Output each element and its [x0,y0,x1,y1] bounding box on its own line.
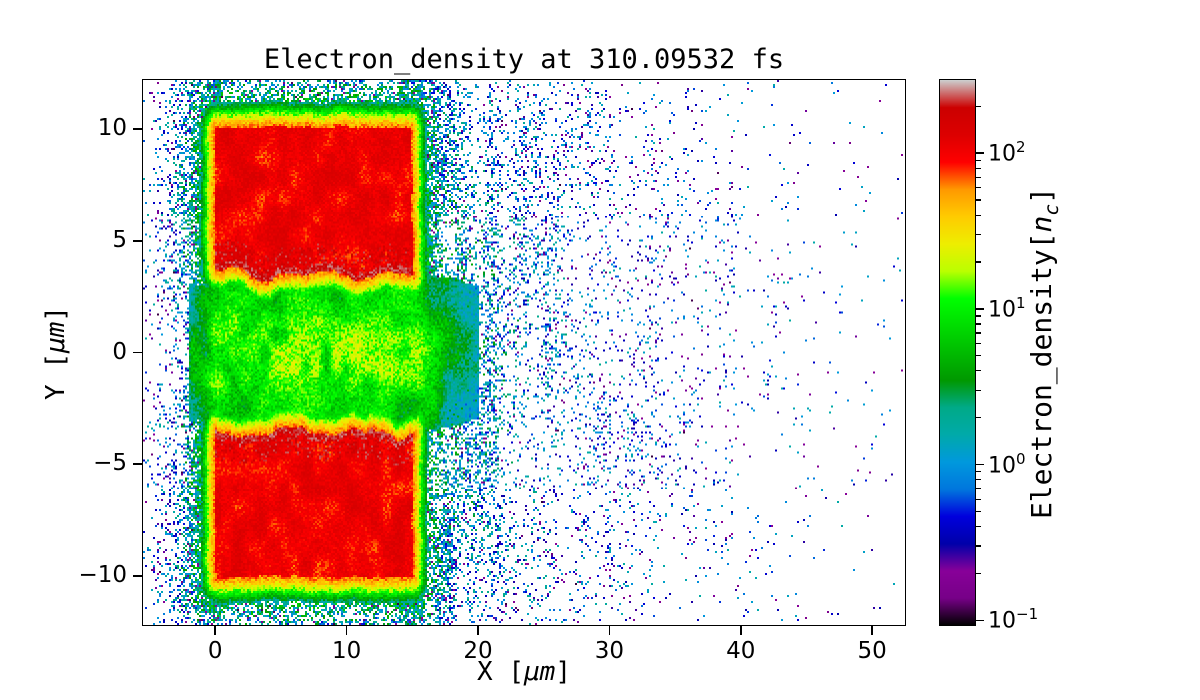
x-axis-label: X [μm] [143,657,905,687]
colorbar-minor-tick-mark [976,159,981,161]
colorbar-tick-label: 101 [988,293,1026,323]
y-tick-mark [133,128,142,130]
colorbar-minor-tick-mark [976,479,981,481]
colorbar-tick-label: 10−1 [988,605,1039,634]
colorbar-minor-tick-mark [976,471,981,473]
colorbar-minor-tick-mark [976,342,981,345]
colorbar-minor-tick-mark [976,323,981,325]
x-tick-label: 50 [857,638,887,664]
colorbar-gradient [940,80,975,625]
x-tick-mark [871,626,873,635]
y-tick-label: −10 [78,561,127,588]
colorbar-minor-tick-mark [976,370,981,372]
colorbar-minor-tick-mark [976,187,981,189]
x-tick-mark [608,626,611,635]
x-tick-label: 30 [594,638,625,664]
x-tick-mark [214,626,217,635]
colorbar-minor-tick-mark [976,234,981,236]
y-tick-mark [133,463,142,465]
colorbar-minor-tick-mark [976,417,981,419]
density-heatmap-image [143,80,905,625]
colorbar-label-pre: Electron_density[ [1025,231,1059,519]
colorbar-tick-mark [976,463,984,466]
y-tick-mark [133,575,142,577]
colorbar-minor-tick-mark [976,199,981,201]
y-tick-label: 0 [112,338,127,365]
x-tick-label: 0 [207,638,223,664]
colorbar-tick-mark [976,619,984,622]
y-tick-label: −5 [93,450,127,477]
y-tick-label: 10 [97,115,127,142]
colorbar-minor-tick-mark [976,214,981,216]
y-tick-label: 5 [112,226,127,253]
colorbar-label-var: n [1025,215,1059,232]
colorbar-minor-tick-mark [976,572,981,575]
x-tick-label: 10 [331,638,362,664]
colorbar-tick-label: 102 [988,138,1026,167]
y-axis-label-post: ] [41,305,71,322]
x-axis-label-post: ] [555,657,571,687]
colorbar-minor-tick-mark [976,167,981,169]
colorbar-label: Electron_density[nc] [1025,186,1063,518]
y-tick-mark [133,240,142,242]
colorbar-minor-tick-mark [976,261,981,263]
colorbar-minor-tick-mark [976,510,981,513]
colorbar-label-post: ] [1025,186,1059,204]
colorbar-label-sub: c [1039,203,1063,216]
colorbar [939,79,976,626]
colorbar-minor-tick-mark [976,389,981,391]
x-tick-mark [739,626,742,635]
colorbar-tick-label: 100 [988,449,1026,478]
x-tick-mark [345,626,348,635]
colorbar-tick-mark [976,308,984,310]
colorbar-minor-tick-mark [976,488,981,490]
y-tick-mark [133,351,142,354]
chart-title: Electron_density at 310.09532 fs [263,44,785,75]
x-tick-label: 40 [726,638,756,664]
colorbar-minor-tick-mark [976,176,981,178]
colorbar-minor-tick-mark [976,498,981,500]
colorbar-minor-tick-mark [976,315,981,317]
colorbar-minor-tick-mark [976,332,981,334]
x-tick-label: 20 [463,638,493,664]
x-axis-label-pre: X [ [477,657,524,687]
colorbar-minor-tick-mark [976,525,981,528]
plot-area [142,79,906,626]
colorbar-minor-tick-mark [976,105,981,107]
colorbar-tick-mark [976,152,984,154]
colorbar-minor-tick-mark [976,355,981,357]
colorbar-minor-tick-mark [976,545,981,547]
x-tick-mark [477,626,479,635]
x-axis-label-unit: μm [524,657,556,687]
